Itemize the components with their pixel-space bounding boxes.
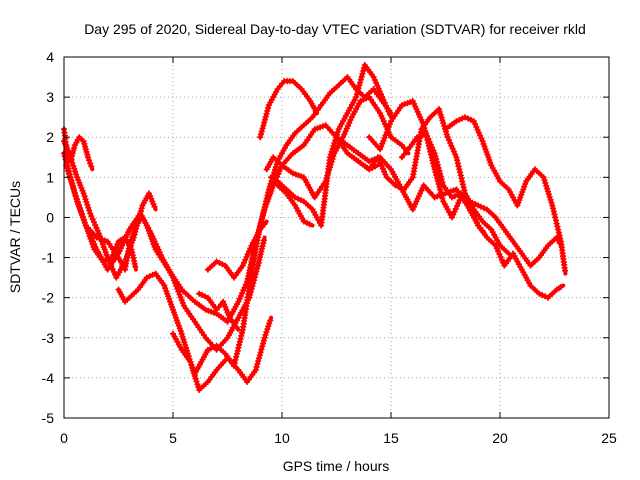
series-markers [257,78,319,141]
series-markers [398,130,563,269]
y-tick-label: -4 [42,370,55,386]
x-tick-label: 15 [383,430,399,446]
series-markers [274,182,313,228]
series-sat-r [442,114,568,276]
series-sat-h [196,290,241,332]
y-tick-label: -5 [42,410,55,426]
y-tick-label: -1 [42,250,55,266]
series-sat-j [257,78,319,141]
x-tick-label: 25 [601,430,617,446]
series-sat-e [82,214,267,353]
series-line [356,107,511,256]
series-sat-m [274,182,315,228]
series-sat-i [204,219,269,281]
series-line [399,131,563,268]
x-tick-label: 5 [169,430,177,446]
plot-area [61,62,568,393]
x-tick-label: 10 [274,430,290,446]
y-tick-label: -3 [42,330,55,346]
plot-frame [63,56,610,419]
y-tick-label: 0 [46,209,54,225]
series-sat-c [61,126,95,172]
y-tick-label: 2 [46,129,54,145]
series-markers [115,270,274,393]
x-axis-label: GPS time / hours [283,458,390,474]
series-markers [196,290,240,331]
series-markers [82,214,267,353]
series-markers [442,114,568,274]
y-tick-label: -2 [42,290,55,306]
chart-title: Day 295 of 2020, Sidereal Day-to-day VTE… [84,21,586,37]
x-tick-label: 20 [492,430,508,446]
x-tick-label: 0 [60,430,68,446]
series-markers [170,74,393,377]
series-markers [204,221,268,281]
y-tick-label: 1 [46,169,54,185]
axis-ticks: 0 5 10 15 20 25 -5 -4 -3 -2 -1 0 1 2 3 4 [42,49,617,446]
y-tick-label: 3 [46,89,54,105]
grid [64,57,609,418]
y-tick-label: 4 [46,49,54,65]
y-axis-label: SDTVAR / TECUs [7,181,23,293]
series-sat-q [398,130,563,269]
